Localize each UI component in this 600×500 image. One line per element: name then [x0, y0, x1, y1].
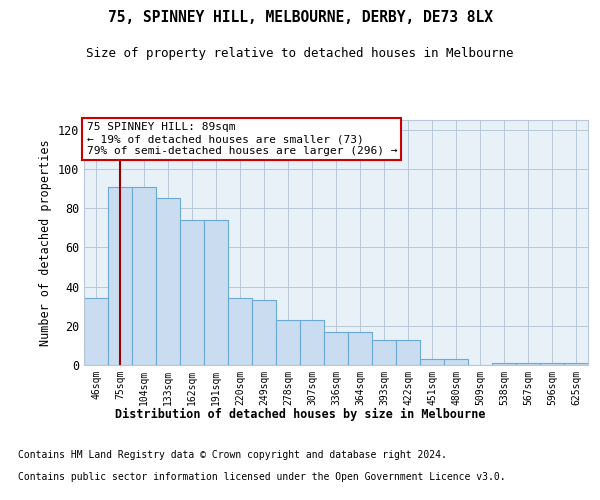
Bar: [492, 363, 516, 365]
Bar: [156, 198, 180, 365]
Bar: [84, 298, 108, 365]
Bar: [372, 340, 396, 365]
Bar: [132, 186, 156, 365]
Bar: [348, 332, 372, 365]
Text: 75 SPINNEY HILL: 89sqm
← 19% of detached houses are smaller (73)
79% of semi-det: 75 SPINNEY HILL: 89sqm ← 19% of detached…: [86, 122, 397, 156]
Text: Size of property relative to detached houses in Melbourne: Size of property relative to detached ho…: [86, 48, 514, 60]
Bar: [180, 220, 204, 365]
Text: Contains HM Land Registry data © Crown copyright and database right 2024.: Contains HM Land Registry data © Crown c…: [18, 450, 447, 460]
Bar: [324, 332, 348, 365]
Bar: [444, 359, 468, 365]
Y-axis label: Number of detached properties: Number of detached properties: [39, 139, 52, 346]
Bar: [420, 359, 444, 365]
Text: 75, SPINNEY HILL, MELBOURNE, DERBY, DE73 8LX: 75, SPINNEY HILL, MELBOURNE, DERBY, DE73…: [107, 10, 493, 25]
Bar: [252, 300, 276, 365]
Bar: [276, 320, 300, 365]
Bar: [396, 340, 420, 365]
Bar: [300, 320, 324, 365]
Text: Distribution of detached houses by size in Melbourne: Distribution of detached houses by size …: [115, 408, 485, 420]
Bar: [540, 363, 564, 365]
Text: Contains public sector information licensed under the Open Government Licence v3: Contains public sector information licen…: [18, 472, 506, 482]
Bar: [516, 363, 540, 365]
Bar: [564, 363, 588, 365]
Bar: [228, 298, 252, 365]
Bar: [204, 220, 228, 365]
Bar: [108, 186, 132, 365]
